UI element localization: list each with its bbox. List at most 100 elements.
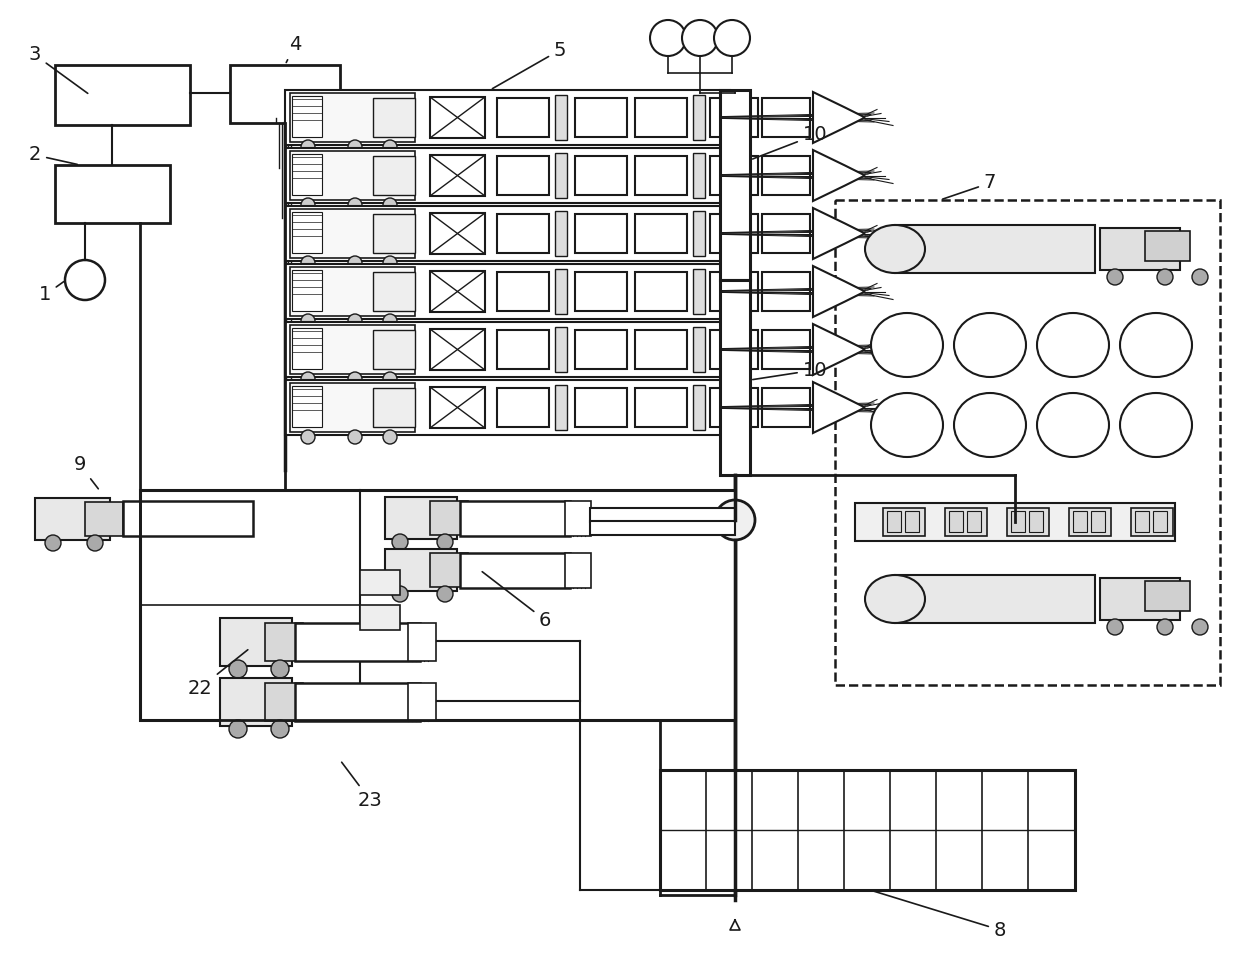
Circle shape (1157, 269, 1173, 285)
Polygon shape (813, 92, 866, 143)
Bar (1100, 228, 1180, 270)
Bar (887, 511, 901, 532)
Ellipse shape (870, 313, 942, 377)
Bar (55, 165, 170, 223)
Bar (575, 272, 627, 311)
Bar (140, 490, 735, 720)
Bar (949, 511, 963, 532)
Bar (373, 272, 415, 311)
Ellipse shape (870, 393, 942, 457)
Bar (763, 214, 810, 253)
Circle shape (301, 140, 315, 154)
Bar (408, 683, 436, 721)
Bar (295, 683, 420, 721)
Bar (565, 501, 591, 536)
Polygon shape (813, 150, 866, 201)
Circle shape (383, 430, 397, 444)
Bar (905, 511, 919, 532)
Bar (35, 498, 110, 540)
Ellipse shape (954, 393, 1025, 457)
Circle shape (1192, 269, 1208, 285)
Bar (693, 211, 706, 256)
Circle shape (436, 534, 453, 550)
Circle shape (383, 314, 397, 328)
Bar (1029, 511, 1043, 532)
Ellipse shape (1037, 393, 1109, 457)
Bar (460, 553, 570, 588)
Ellipse shape (866, 225, 925, 273)
Bar (408, 623, 436, 661)
Circle shape (1107, 269, 1123, 285)
Ellipse shape (866, 575, 925, 623)
Circle shape (383, 198, 397, 212)
Bar (430, 387, 485, 428)
Bar (1073, 511, 1087, 532)
Circle shape (272, 660, 289, 678)
Bar (575, 330, 627, 369)
Bar (693, 269, 706, 314)
Circle shape (348, 256, 362, 270)
Bar (556, 153, 567, 198)
Bar (711, 156, 758, 195)
Circle shape (301, 314, 315, 328)
Ellipse shape (1120, 393, 1192, 457)
Bar (763, 272, 810, 311)
Bar (497, 98, 549, 137)
Circle shape (348, 430, 362, 444)
Circle shape (87, 535, 103, 551)
Bar (373, 214, 415, 253)
Circle shape (348, 140, 362, 154)
Bar (373, 330, 415, 369)
Bar (575, 98, 627, 137)
Bar (556, 95, 567, 140)
Bar (575, 388, 627, 427)
Bar (711, 98, 758, 137)
Bar (219, 618, 291, 666)
Bar (430, 213, 485, 254)
Bar (635, 388, 687, 427)
Bar (763, 156, 810, 195)
Bar (291, 96, 322, 137)
Bar (1145, 231, 1190, 261)
Bar (763, 388, 810, 427)
Text: 1: 1 (38, 281, 63, 305)
Text: 9: 9 (74, 456, 98, 489)
Circle shape (348, 198, 362, 212)
Circle shape (45, 535, 61, 551)
Bar (635, 214, 687, 253)
Text: 6: 6 (482, 572, 552, 629)
Circle shape (301, 430, 315, 444)
Bar (556, 327, 567, 372)
Text: 8: 8 (873, 891, 1006, 940)
Bar (556, 269, 567, 314)
Bar (290, 383, 415, 432)
Bar (285, 148, 730, 203)
Circle shape (301, 256, 315, 270)
Circle shape (348, 372, 362, 386)
Bar (556, 211, 567, 256)
Bar (373, 156, 415, 195)
Bar (384, 549, 458, 591)
Bar (497, 156, 549, 195)
Ellipse shape (954, 313, 1025, 377)
Bar (895, 575, 1095, 623)
Text: 22: 22 (187, 650, 248, 697)
Ellipse shape (1120, 313, 1192, 377)
Bar (460, 501, 570, 536)
Text: 2: 2 (29, 145, 77, 165)
Text: 10: 10 (753, 126, 827, 159)
Bar (219, 678, 291, 726)
Bar (497, 330, 549, 369)
Bar (693, 385, 706, 430)
Bar (763, 98, 810, 137)
Bar (711, 272, 758, 311)
Bar (373, 98, 415, 137)
Bar (497, 214, 549, 253)
Circle shape (436, 586, 453, 602)
Bar (430, 271, 485, 312)
Bar (967, 511, 981, 532)
Bar (720, 90, 750, 280)
Bar (295, 623, 420, 661)
Bar (590, 508, 735, 522)
Bar (1135, 511, 1149, 532)
